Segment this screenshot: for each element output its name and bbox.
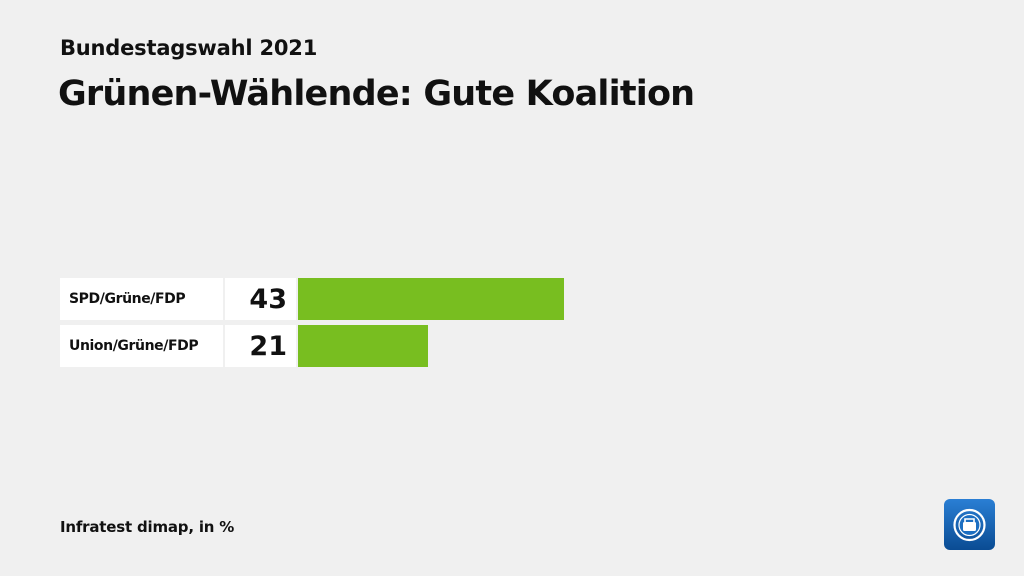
data-label: 43 (225, 278, 296, 320)
bar (298, 278, 564, 320)
chart-title: Grünen-Wählende: Gute Koalition (58, 74, 695, 114)
tagesschau-logo-icon (944, 499, 995, 550)
category-label: Union/Grüne/FDP (60, 325, 223, 367)
bar (298, 325, 428, 367)
source-note: Infratest dimap, in % (60, 518, 235, 536)
data-label: 21 (225, 325, 296, 367)
category-label: SPD/Grüne/FDP (60, 278, 223, 320)
chart-subtitle: Bundestagswahl 2021 (60, 36, 318, 60)
